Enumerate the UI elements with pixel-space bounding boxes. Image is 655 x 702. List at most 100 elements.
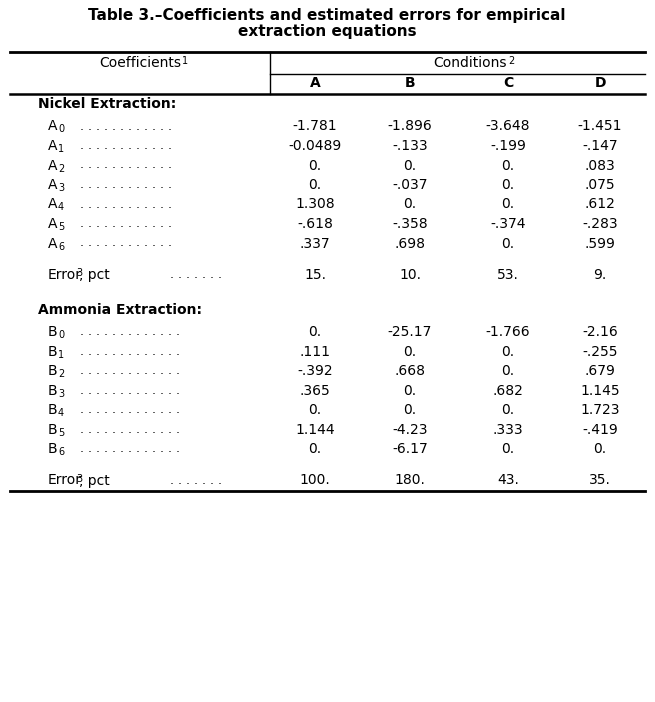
Text: 3: 3	[58, 389, 64, 399]
Text: .679: .679	[584, 364, 616, 378]
Text: 0.: 0.	[309, 442, 322, 456]
Text: A: A	[48, 217, 58, 231]
Text: 2: 2	[508, 56, 514, 66]
Text: .698: .698	[394, 237, 426, 251]
Text: 1: 1	[182, 56, 188, 66]
Text: .599: .599	[584, 237, 616, 251]
Text: Error: Error	[48, 267, 82, 282]
Text: . . . . . . .: . . . . . . .	[170, 267, 222, 281]
Text: -4.23: -4.23	[392, 423, 428, 437]
Text: B: B	[405, 76, 415, 90]
Text: 1: 1	[58, 350, 64, 360]
Text: Table 3.–Coefficients and estimated errors for empirical: Table 3.–Coefficients and estimated erro…	[88, 8, 566, 23]
Text: . . . . . . . . . . . .: . . . . . . . . . . . .	[80, 237, 172, 249]
Text: 1.145: 1.145	[580, 384, 620, 398]
Text: .333: .333	[493, 423, 523, 437]
Text: -.618: -.618	[297, 217, 333, 231]
Text: B: B	[48, 325, 58, 339]
Text: .083: .083	[585, 159, 616, 173]
Text: A: A	[310, 76, 320, 90]
Text: 0.: 0.	[502, 345, 515, 359]
Text: B: B	[48, 442, 58, 456]
Text: -.133: -.133	[392, 139, 428, 153]
Text: -1.896: -1.896	[388, 119, 432, 133]
Text: -.358: -.358	[392, 217, 428, 231]
Text: . . . . . . . . . . . . .: . . . . . . . . . . . . .	[80, 423, 180, 436]
Text: . . . . . . . . . . . . .: . . . . . . . . . . . . .	[80, 364, 180, 377]
Text: 5: 5	[58, 428, 64, 438]
Text: 0.: 0.	[403, 384, 417, 398]
Text: 0.: 0.	[309, 404, 322, 417]
Text: 0.: 0.	[403, 404, 417, 417]
Text: B: B	[48, 384, 58, 398]
Text: . . . . . . . . . . . .: . . . . . . . . . . . .	[80, 178, 172, 191]
Text: D: D	[594, 76, 606, 90]
Text: -.392: -.392	[297, 364, 333, 378]
Text: A: A	[48, 139, 58, 153]
Text: 0.: 0.	[502, 159, 515, 173]
Text: 0.: 0.	[502, 197, 515, 211]
Text: 3: 3	[58, 183, 64, 193]
Text: extraction equations: extraction equations	[238, 24, 417, 39]
Text: . . . . . . . . . . . . .: . . . . . . . . . . . . .	[80, 325, 180, 338]
Text: .668: .668	[394, 364, 426, 378]
Text: , pct: , pct	[79, 267, 110, 282]
Text: -25.17: -25.17	[388, 325, 432, 339]
Text: A: A	[48, 159, 58, 173]
Text: -1.766: -1.766	[486, 325, 531, 339]
Text: A: A	[48, 237, 58, 251]
Text: . . . . . . . . . . . . .: . . . . . . . . . . . . .	[80, 404, 180, 416]
Text: 53.: 53.	[497, 267, 519, 282]
Text: Ammonia Extraction:: Ammonia Extraction:	[38, 303, 202, 317]
Text: 0: 0	[58, 331, 64, 340]
Text: 4: 4	[58, 202, 64, 213]
Text: 0.: 0.	[403, 345, 417, 359]
Text: 1: 1	[58, 144, 64, 154]
Text: 35.: 35.	[589, 474, 611, 487]
Text: -.283: -.283	[582, 217, 618, 231]
Text: .365: .365	[299, 384, 330, 398]
Text: A: A	[48, 119, 58, 133]
Text: 9.: 9.	[593, 267, 607, 282]
Text: 0.: 0.	[502, 237, 515, 251]
Text: . . . . . . . . . . . .: . . . . . . . . . . . .	[80, 197, 172, 211]
Text: 0.: 0.	[309, 159, 322, 173]
Text: 1.308: 1.308	[295, 197, 335, 211]
Text: 180.: 180.	[394, 474, 426, 487]
Text: A: A	[48, 197, 58, 211]
Text: . . . . . . . . . . . .: . . . . . . . . . . . .	[80, 159, 172, 171]
Text: -.255: -.255	[582, 345, 618, 359]
Text: 0.: 0.	[502, 404, 515, 417]
Text: 1.144: 1.144	[295, 423, 335, 437]
Text: 43.: 43.	[497, 474, 519, 487]
Text: -.199: -.199	[490, 139, 526, 153]
Text: A: A	[48, 178, 58, 192]
Text: . . . . . . . . . . . . .: . . . . . . . . . . . . .	[80, 442, 180, 456]
Text: .111: .111	[299, 345, 331, 359]
Text: -.037: -.037	[392, 178, 428, 192]
Text: . . . . . . . . . . . . .: . . . . . . . . . . . . .	[80, 345, 180, 358]
Text: B: B	[48, 364, 58, 378]
Text: 3: 3	[76, 474, 82, 484]
Text: C: C	[503, 76, 513, 90]
Text: , pct: , pct	[79, 474, 110, 487]
Text: -3.648: -3.648	[486, 119, 531, 133]
Text: 2: 2	[58, 369, 64, 379]
Text: -.374: -.374	[490, 217, 526, 231]
Text: 6: 6	[58, 241, 64, 251]
Text: -2.16: -2.16	[582, 325, 618, 339]
Text: -6.17: -6.17	[392, 442, 428, 456]
Text: . . . . . . . . . . . . .: . . . . . . . . . . . . .	[80, 384, 180, 397]
Text: -.419: -.419	[582, 423, 618, 437]
Text: 0.: 0.	[403, 197, 417, 211]
Text: . . . . . . . . . . . .: . . . . . . . . . . . .	[80, 119, 172, 133]
Text: 10.: 10.	[399, 267, 421, 282]
Text: B: B	[48, 404, 58, 417]
Text: 0.: 0.	[309, 178, 322, 192]
Text: .612: .612	[584, 197, 616, 211]
Text: 1.723: 1.723	[580, 404, 620, 417]
Text: .075: .075	[585, 178, 615, 192]
Text: 0.: 0.	[502, 442, 515, 456]
Text: 0.: 0.	[309, 325, 322, 339]
Text: B: B	[48, 345, 58, 359]
